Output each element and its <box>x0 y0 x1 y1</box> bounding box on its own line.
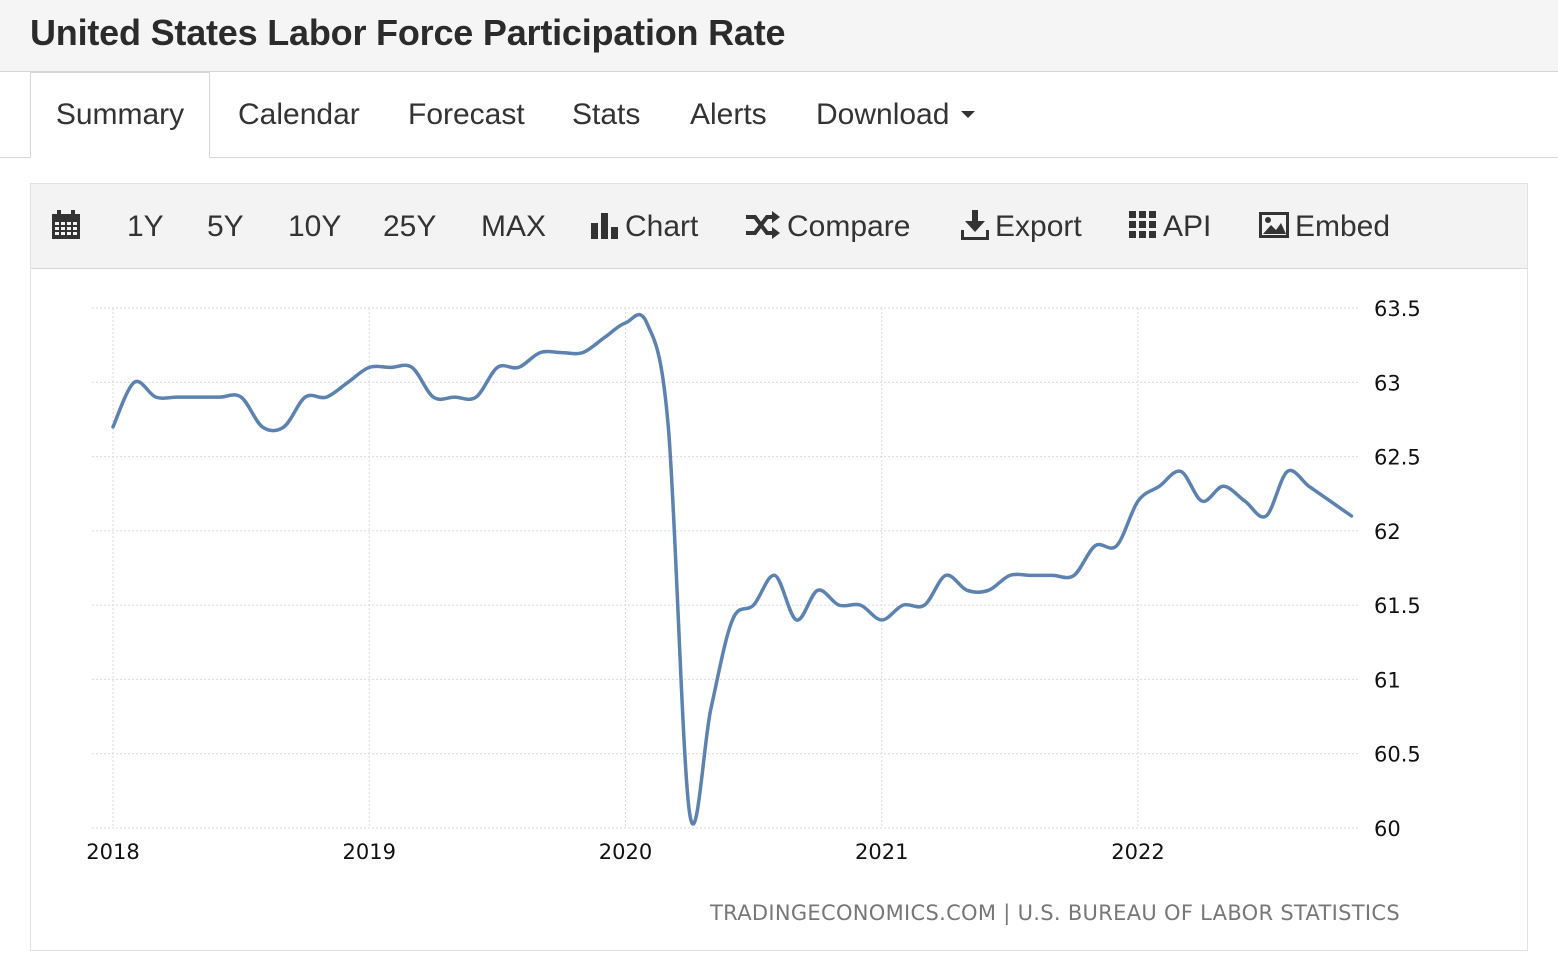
y-tick-label: 60.5 <box>1374 743 1421 767</box>
range-5y-button[interactable]: 5Y <box>207 210 244 243</box>
source-attribution: TRADINGECONOMICS.COM | U.S. BUREAU OF LA… <box>709 901 1400 926</box>
chart-type-label: Chart <box>625 210 699 243</box>
tab-forecast[interactable]: Forecast <box>408 98 525 131</box>
x-tick-label: 2020 <box>599 840 652 864</box>
chart-grid <box>92 307 1360 829</box>
y-tick-label: 61.5 <box>1374 594 1421 618</box>
chart-toolbar: 1Y 5Y 10Y 25Y MAX Chart Compare <box>31 184 1527 269</box>
y-tick-label: 60 <box>1374 817 1401 841</box>
tab-download-label: Download <box>816 98 950 131</box>
tab-stats[interactable]: Stats <box>572 98 641 131</box>
y-tick-label: 63.5 <box>1374 297 1421 321</box>
embed-label: Embed <box>1295 210 1391 243</box>
shuffle-icon <box>746 211 780 240</box>
range-25y-button[interactable]: 25Y <box>383 210 437 243</box>
chart-type-button[interactable]: Chart <box>591 184 698 269</box>
series-line <box>111 312 1354 826</box>
range-max-button[interactable]: MAX <box>481 210 547 243</box>
x-tick-label: 2021 <box>855 840 908 864</box>
tab-download[interactable]: Download <box>816 72 976 157</box>
tab-alerts[interactable]: Alerts <box>690 98 767 131</box>
export-label: Export <box>995 210 1082 243</box>
x-tick-label: 2019 <box>343 840 396 864</box>
range-1y-button[interactable]: 1Y <box>127 210 164 243</box>
export-button[interactable]: Export <box>960 184 1082 269</box>
calendar-icon <box>52 210 80 240</box>
y-tick-label: 61 <box>1374 668 1401 692</box>
bar-chart-icon <box>591 213 618 240</box>
y-tick-label: 62.5 <box>1374 446 1421 470</box>
x-tick-label: 2018 <box>86 840 139 864</box>
page-header: United States Labor Force Participation … <box>0 0 1558 72</box>
y-tick-label: 63 <box>1374 371 1401 395</box>
y-tick-label: 62 <box>1374 520 1401 544</box>
tab-bar: Summary Calendar Forecast Stats Alerts D… <box>0 72 1558 158</box>
embed-button[interactable]: Embed <box>1259 184 1390 269</box>
api-button[interactable]: API <box>1129 184 1211 269</box>
api-label: API <box>1163 210 1212 243</box>
compare-label: Compare <box>787 210 911 243</box>
tab-calendar[interactable]: Calendar <box>238 98 360 131</box>
grid-icon <box>1129 211 1156 239</box>
calendar-button[interactable] <box>51 184 87 269</box>
image-icon <box>1259 212 1289 239</box>
tab-summary[interactable]: Summary <box>30 72 210 158</box>
range-10y-button[interactable]: 10Y <box>288 210 342 243</box>
compare-button[interactable]: Compare <box>745 184 910 269</box>
x-tick-label: 2022 <box>1111 840 1164 864</box>
page-title: United States Labor Force Participation … <box>30 12 786 53</box>
download-icon <box>960 210 990 242</box>
chart-series <box>111 312 1354 826</box>
caret-down-icon <box>961 110 976 118</box>
x-axis: 2018 2019 2020 2021 2022 <box>86 840 1164 864</box>
chart-panel: 1Y 5Y 10Y 25Y MAX Chart Compare <box>30 183 1528 951</box>
y-axis: 60 60.5 61 61.5 62 62.5 63 63.5 <box>1374 297 1421 841</box>
